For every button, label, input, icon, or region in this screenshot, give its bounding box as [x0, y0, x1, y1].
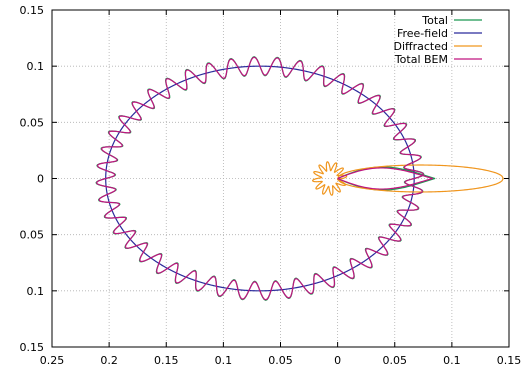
y-tick-label: 0.1 — [27, 285, 45, 298]
series-line — [312, 161, 504, 196]
y-tick-label: 0.1 — [27, 60, 45, 73]
y-tick-label: 0 — [37, 173, 44, 186]
legend-label: Free-field — [397, 27, 448, 40]
x-tick-label: 0.25 — [40, 354, 65, 367]
y-tick-label: 0.15 — [20, 341, 45, 354]
legend-label: Total BEM — [394, 53, 448, 66]
series-total-bem — [96, 56, 434, 301]
y-tick-label: 0.15 — [20, 4, 45, 17]
x-tick-label: 0.1 — [443, 354, 461, 367]
legend-label: Total — [421, 14, 448, 27]
x-tick-label: 0 — [334, 354, 341, 367]
x-tick-label: 0.05 — [383, 354, 408, 367]
series-layer — [95, 56, 504, 301]
x-tick-label: 0.15 — [497, 354, 522, 367]
x-tick-label: 0.15 — [154, 354, 179, 367]
x-tick-label: 0.1 — [215, 354, 233, 367]
y-tick-label: 0.05 — [20, 116, 45, 129]
legend-label: Diffracted — [394, 40, 448, 53]
tick-layer: 0.25 0.2 0.15 0.1 0.05 0 0.05 0.1 0.15 0.15 0.1 0.0… — [20, 4, 522, 367]
y-tick-label: 0.05 — [20, 229, 45, 242]
series-line — [96, 56, 434, 301]
x-tick-label: 0.2 — [100, 354, 118, 367]
x-tick-label: 0.05 — [268, 354, 293, 367]
grid-layer — [52, 10, 509, 347]
series-diffracted — [312, 161, 504, 196]
